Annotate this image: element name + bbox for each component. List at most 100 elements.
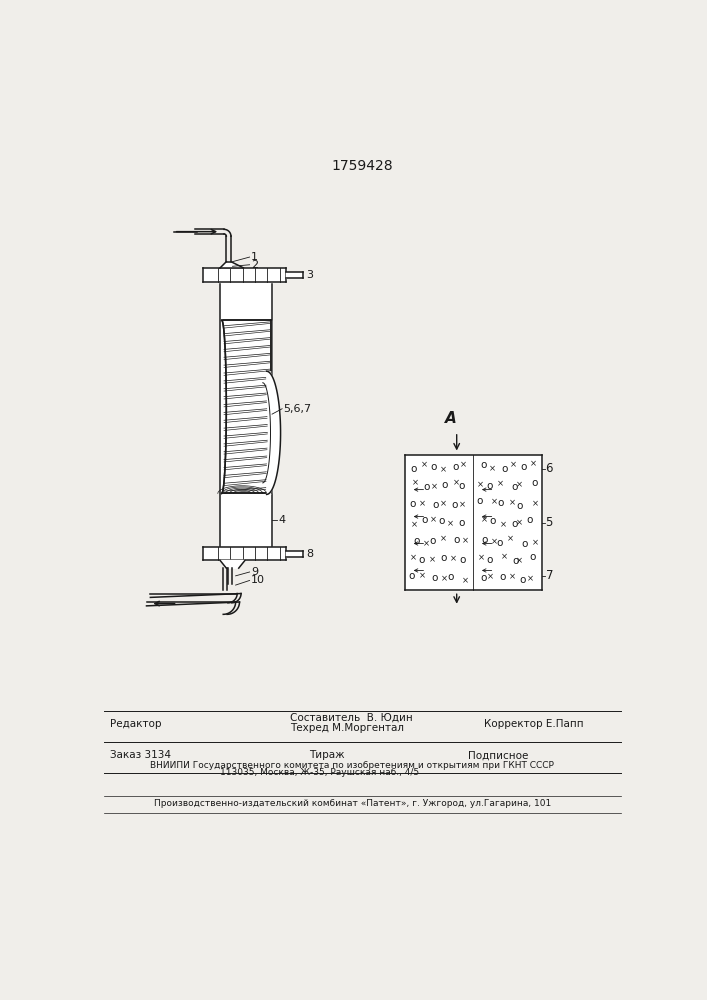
Text: o: o <box>421 515 428 525</box>
Text: ×: × <box>429 516 436 525</box>
Polygon shape <box>267 371 281 494</box>
Text: o: o <box>531 478 537 488</box>
Text: ×: × <box>530 460 537 469</box>
Text: ×: × <box>410 554 417 563</box>
Text: 5,6,7: 5,6,7 <box>284 404 312 414</box>
Text: ×: × <box>477 481 484 490</box>
Text: o: o <box>481 460 487 470</box>
Text: o: o <box>486 481 492 491</box>
Text: ×: × <box>448 519 455 528</box>
Text: ×: × <box>532 499 539 508</box>
Text: Производственно-издательский комбинат «Патент», г. Ужгород, ул.Гагарина, 101: Производственно-издательский комбинат «П… <box>154 799 551 808</box>
Polygon shape <box>203 547 286 560</box>
Text: o: o <box>451 500 457 510</box>
Text: ×: × <box>507 534 514 543</box>
Text: ×: × <box>410 520 417 529</box>
Text: o: o <box>497 498 503 508</box>
Text: o: o <box>410 464 416 474</box>
Text: ×: × <box>497 479 503 488</box>
Text: 3: 3 <box>306 270 313 280</box>
Text: o: o <box>432 500 438 510</box>
Text: ×: × <box>460 460 467 469</box>
Text: 2: 2 <box>251 260 258 270</box>
Text: 9: 9 <box>251 567 258 577</box>
Text: 4: 4 <box>279 515 286 525</box>
Text: ×: × <box>462 537 469 546</box>
Text: 7: 7 <box>546 569 553 582</box>
Text: ×: × <box>421 460 428 469</box>
Text: Подписное: Подписное <box>468 750 529 760</box>
Text: Техред М.Моргентал: Техред М.Моргентал <box>290 723 404 733</box>
Text: o: o <box>414 536 420 546</box>
Polygon shape <box>286 551 303 557</box>
Text: o: o <box>423 482 430 492</box>
Text: ×: × <box>411 479 419 488</box>
Text: 6: 6 <box>546 462 553 475</box>
Text: ×: × <box>491 498 498 507</box>
Text: o: o <box>526 515 532 525</box>
Text: ×: × <box>462 576 469 585</box>
Polygon shape <box>220 262 243 268</box>
Text: o: o <box>409 499 416 509</box>
Text: o: o <box>499 572 506 582</box>
Text: ×: × <box>501 552 508 561</box>
Text: o: o <box>520 575 526 585</box>
Text: 5: 5 <box>546 516 553 529</box>
Text: ×: × <box>491 537 498 546</box>
Text: 1: 1 <box>251 252 258 262</box>
Text: Тираж: Тираж <box>309 750 345 760</box>
Text: 1759428: 1759428 <box>332 159 394 173</box>
Text: o: o <box>512 519 518 529</box>
Text: ×: × <box>453 478 460 487</box>
Text: ×: × <box>489 465 496 474</box>
Text: ×: × <box>516 480 523 489</box>
Text: Редактор: Редактор <box>110 719 162 729</box>
Polygon shape <box>220 282 272 547</box>
Text: o: o <box>440 553 447 563</box>
Text: o: o <box>530 552 536 562</box>
Text: 10: 10 <box>251 575 265 585</box>
Text: o: o <box>408 571 414 581</box>
Text: ×: × <box>510 460 517 469</box>
Text: o: o <box>458 518 464 528</box>
Polygon shape <box>203 268 286 282</box>
Polygon shape <box>404 455 542 590</box>
Text: o: o <box>512 556 518 566</box>
Text: ×: × <box>516 556 523 565</box>
Text: o: o <box>452 462 459 472</box>
Text: o: o <box>501 464 508 474</box>
Text: ×: × <box>440 465 447 474</box>
Text: ×: × <box>509 572 516 581</box>
Text: ×: × <box>431 482 438 491</box>
Text: Заказ 3134: Заказ 3134 <box>110 750 171 760</box>
Text: ×: × <box>479 553 485 562</box>
Text: ×: × <box>440 500 447 509</box>
Polygon shape <box>286 272 303 278</box>
Text: ×: × <box>419 571 426 580</box>
Text: o: o <box>486 555 493 565</box>
Text: o: o <box>511 482 518 492</box>
Text: ×: × <box>527 575 534 584</box>
Polygon shape <box>220 560 245 568</box>
Text: ×: × <box>508 498 515 507</box>
Text: ×: × <box>459 500 466 509</box>
Text: o: o <box>459 555 465 565</box>
Text: ×: × <box>450 554 457 563</box>
Text: ×: × <box>441 574 448 583</box>
Text: ×: × <box>428 555 436 564</box>
Text: o: o <box>497 538 503 548</box>
Text: 8: 8 <box>306 549 313 559</box>
Text: ×: × <box>481 515 487 524</box>
Text: Составитель  В. Юдин: Составитель В. Юдин <box>290 713 413 723</box>
Text: o: o <box>476 496 482 506</box>
Text: ×: × <box>423 539 430 548</box>
Text: o: o <box>481 535 488 545</box>
Text: 113035, Москва, Ж-35, Раушская наб., 4/5: 113035, Москва, Ж-35, Раушская наб., 4/5 <box>220 768 419 777</box>
Text: ×: × <box>440 534 447 543</box>
Text: o: o <box>520 462 527 472</box>
Text: o: o <box>517 501 523 511</box>
Text: o: o <box>481 573 487 583</box>
Text: o: o <box>458 481 464 491</box>
Text: ×: × <box>500 520 507 529</box>
Text: Корректор Е.Папп: Корректор Е.Папп <box>484 719 583 729</box>
